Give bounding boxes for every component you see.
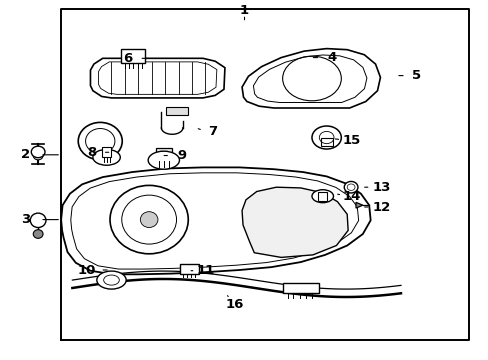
Text: 10: 10 — [78, 264, 96, 276]
Ellipse shape — [33, 230, 43, 238]
Ellipse shape — [140, 212, 158, 228]
Bar — [102, 147, 111, 157]
Text: 7: 7 — [208, 125, 217, 138]
Ellipse shape — [33, 151, 43, 160]
Text: 16: 16 — [225, 298, 244, 311]
Bar — [180, 264, 198, 274]
Polygon shape — [242, 49, 380, 108]
Ellipse shape — [311, 126, 341, 149]
Bar — [282, 283, 319, 293]
Text: 15: 15 — [342, 134, 361, 147]
Bar — [320, 138, 332, 146]
Ellipse shape — [97, 271, 126, 289]
Text: 11: 11 — [196, 264, 214, 277]
Ellipse shape — [110, 185, 188, 254]
Ellipse shape — [311, 190, 333, 203]
Polygon shape — [90, 58, 224, 98]
Bar — [317, 192, 326, 201]
Polygon shape — [242, 187, 347, 257]
Ellipse shape — [148, 151, 179, 169]
Polygon shape — [61, 167, 370, 274]
Ellipse shape — [344, 181, 357, 193]
Text: 9: 9 — [177, 149, 186, 162]
Bar — [155, 148, 172, 161]
Text: 3: 3 — [21, 213, 30, 226]
Ellipse shape — [31, 146, 45, 158]
Text: 6: 6 — [123, 52, 132, 65]
Text: 8: 8 — [87, 146, 96, 159]
Text: 4: 4 — [327, 51, 336, 64]
Ellipse shape — [122, 195, 176, 244]
Ellipse shape — [78, 122, 122, 160]
Ellipse shape — [30, 213, 46, 228]
Ellipse shape — [93, 149, 120, 165]
Text: 13: 13 — [371, 181, 390, 194]
Polygon shape — [355, 202, 362, 208]
Text: 14: 14 — [342, 190, 361, 203]
Text: 5: 5 — [411, 69, 420, 82]
Text: 2: 2 — [21, 148, 30, 161]
Bar — [121, 49, 144, 63]
Bar — [166, 107, 187, 115]
Text: 12: 12 — [371, 201, 390, 213]
Text: 1: 1 — [240, 4, 248, 17]
